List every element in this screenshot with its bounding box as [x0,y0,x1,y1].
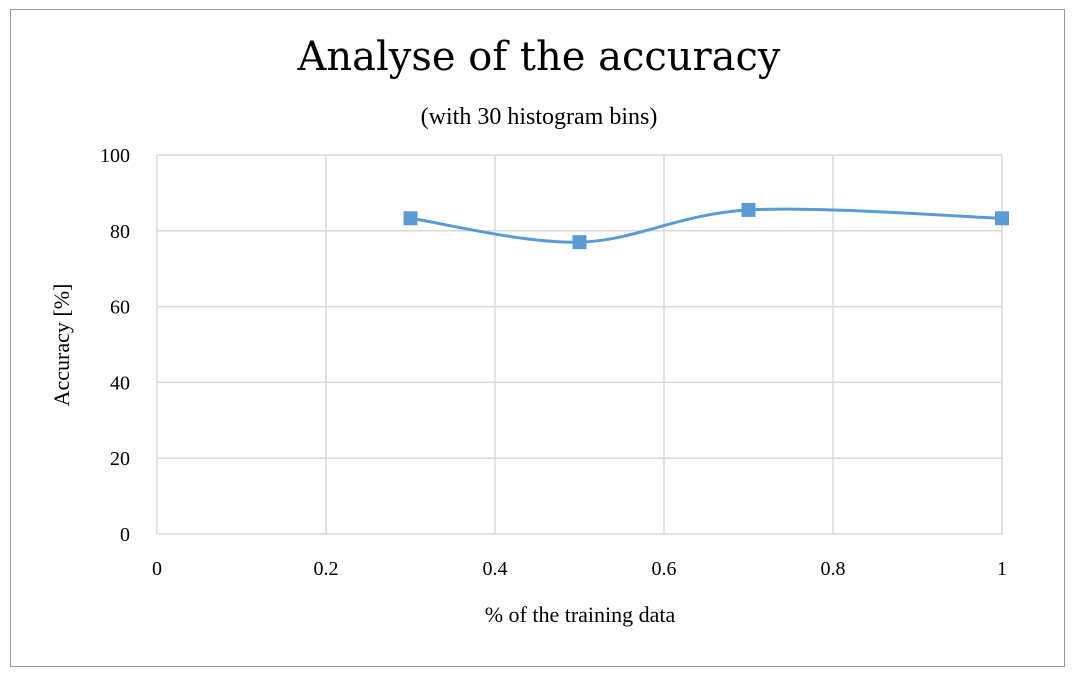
y-tick-label: 100 [100,145,130,167]
x-tick-label: 0.8 [821,558,846,580]
data-point-marker [572,235,587,250]
y-tick-label: 80 [110,221,130,243]
data-point-marker [741,202,756,217]
x-axis-ticks: 0 0.2 0.4 0.6 0.8 1 [152,558,1007,580]
series-line [410,207,1003,244]
x-tick-label: 0.6 [652,558,677,580]
data-point-marker [995,211,1009,226]
x-tick-label: 0.2 [314,558,339,580]
grid-lines [156,154,1003,535]
data-point-marker [403,211,418,226]
x-tick-label: 0.4 [483,558,508,580]
y-tick-label: 0 [120,524,130,546]
series-layer [403,202,1009,250]
y-axis-ticks: 0 20 40 60 80 100 [100,145,130,546]
chart-frame [10,9,1065,667]
chart-title: Analyse of the accuracy [297,34,781,80]
x-tick-label: 0 [152,558,162,580]
y-axis-title: Accuracy [%] [49,284,74,407]
y-tick-label: 40 [110,372,130,394]
y-tick-label: 20 [110,448,130,470]
y-tick-label: 60 [110,297,130,319]
chart-subtitle: (with 30 histogram bins) [420,104,658,130]
x-tick-label: 1 [997,558,1007,580]
x-axis-title: % of the training data [485,602,676,627]
